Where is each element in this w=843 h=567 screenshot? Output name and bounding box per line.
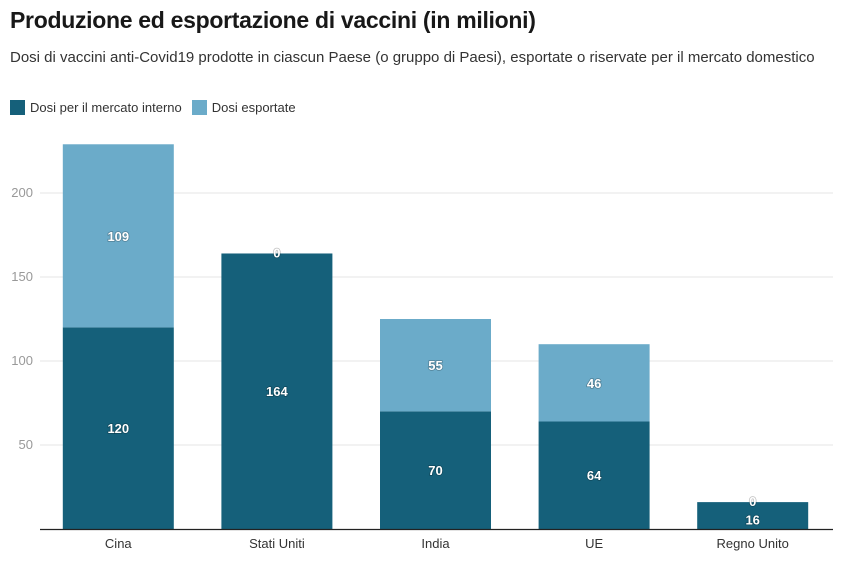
data-label: 55 [428, 358, 442, 373]
data-label: 64 [587, 468, 602, 483]
bar-esportate [380, 319, 491, 412]
legend-label-interno: Dosi per il mercato interno [30, 100, 182, 115]
data-label: 70 [428, 463, 442, 478]
data-label: 16 [745, 513, 759, 528]
x-category-label: Stati Uniti [249, 536, 305, 551]
legend: Dosi per il mercato interno Dosi esporta… [10, 100, 306, 115]
x-category-label: UE [585, 536, 603, 551]
y-tick-label: 100 [11, 353, 33, 368]
data-label: 164 [266, 384, 288, 399]
bar-interno [697, 502, 809, 529]
bar-interno [538, 421, 650, 529]
x-category-label: India [421, 536, 450, 551]
bar-esportate [538, 344, 650, 422]
data-label: 109 [107, 229, 129, 244]
legend-item-interno[interactable]: Dosi per il mercato interno [10, 100, 182, 115]
legend-swatch-interno [10, 100, 25, 115]
bar-interno [221, 253, 333, 530]
y-tick-label: 200 [11, 185, 33, 200]
bar-esportate [62, 144, 174, 328]
x-category-label: Regno Unito [717, 536, 789, 551]
y-tick-label: 50 [19, 437, 33, 452]
chart-subtitle: Dosi di vaccini anti-Covid19 prodotte in… [10, 49, 815, 66]
data-label: 0 [273, 245, 280, 260]
data-label: 0 [749, 494, 756, 509]
legend-swatch-esportate [191, 100, 207, 115]
bar-interno [380, 411, 491, 529]
data-label: 120 [107, 421, 129, 436]
chart-title: Produzione ed esportazione di vaccini (i… [10, 7, 536, 33]
x-category-label: Cina [105, 536, 133, 551]
bar-interno [62, 327, 174, 529]
legend-label-esportate: Dosi esportate [211, 100, 296, 115]
y-tick-label: 150 [11, 269, 33, 284]
data-label: 46 [587, 376, 601, 391]
legend-item-esportate[interactable]: Dosi esportate [191, 100, 296, 115]
